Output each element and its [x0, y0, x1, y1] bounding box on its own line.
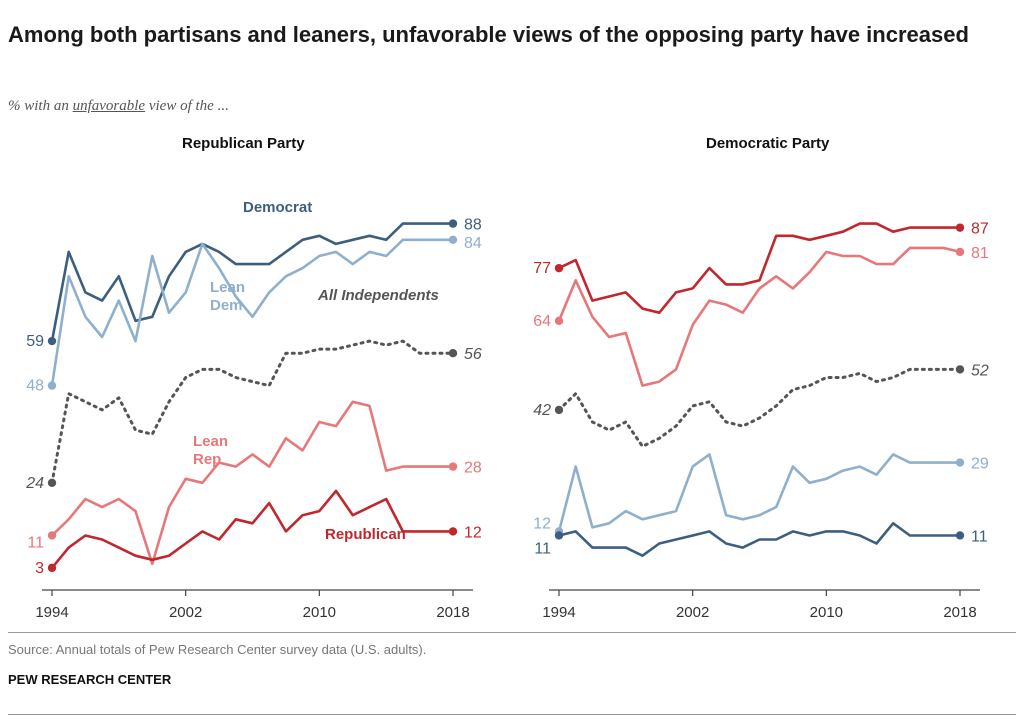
start-value-label: 77	[533, 260, 551, 277]
source-note: Source: Annual totals of Pew Research Ce…	[8, 642, 427, 657]
end-point	[448, 349, 458, 358]
series-line-lean-dem	[557, 453, 960, 532]
start-point	[554, 405, 564, 415]
start-value-label: 11	[27, 534, 44, 551]
end-point	[448, 219, 458, 228]
end-value-label: 12	[464, 524, 482, 541]
x-tick-label: 2010	[810, 604, 843, 621]
x-tick-label: 2018	[943, 604, 976, 621]
panel-title-republican-party: Republican Party	[182, 135, 305, 152]
end-value-label: 88	[464, 217, 482, 234]
x-tick-label: 2002	[676, 604, 709, 621]
start-value-label: 42	[533, 402, 551, 419]
start-point	[554, 316, 564, 325]
start-point	[47, 531, 57, 540]
subtitle-prefix: % with an	[8, 98, 73, 114]
start-point	[47, 336, 57, 346]
series-line-lean-rep	[51, 400, 453, 566]
end-point	[448, 527, 458, 536]
series-line-all-independents	[50, 339, 455, 485]
end-value-label: 52	[971, 362, 989, 379]
end-value-label: 56	[464, 346, 482, 363]
source-divider	[8, 632, 1016, 633]
series-name-label: Lean Dem	[210, 279, 245, 314]
series-line-lean-rep	[557, 246, 961, 387]
end-point	[955, 458, 965, 467]
start-value-label: 3	[35, 560, 44, 577]
series-line-democrat	[558, 522, 960, 557]
end-value-label: 87	[971, 221, 989, 238]
series-name-label: Republican	[325, 526, 406, 543]
start-value-label: 64	[533, 313, 551, 330]
start-point	[47, 381, 57, 390]
series-line-republican	[558, 222, 960, 314]
series-line-democrat	[50, 222, 453, 342]
end-point	[955, 223, 965, 232]
series-name-line: Rep	[193, 451, 221, 468]
end-value-label: 29	[971, 456, 989, 473]
panel-democratic-party: 1994 2002 2010 2018 77 87 64 81 42 52 12 29 11 11	[533, 221, 989, 621]
panel-title-democratic-party: Democratic Party	[706, 135, 830, 152]
end-value-label: 28	[464, 460, 482, 477]
start-point	[554, 531, 564, 540]
end-value-label: 11	[971, 528, 988, 545]
start-value-label: 12	[533, 515, 551, 532]
x-tick-label: 1994	[35, 604, 68, 621]
x-tick-label: 2002	[169, 604, 202, 621]
start-value-label: 59	[26, 333, 44, 350]
start-point	[47, 478, 57, 487]
chart-title: Among both partisans and leaners, unfavo…	[8, 22, 969, 47]
brand-label: PEW RESEARCH CENTER	[8, 672, 172, 687]
series-line-all-independents	[557, 367, 962, 448]
x-tick-label: 1994	[542, 604, 575, 621]
footer-divider	[8, 714, 1016, 715]
start-value-label: 24	[25, 475, 44, 492]
end-value-label: 84	[464, 235, 482, 252]
end-value-label: 81	[971, 245, 989, 262]
start-point	[47, 563, 57, 573]
subtitle-suffix: view of the ...	[145, 98, 229, 114]
series-name-line: Dem	[210, 297, 243, 314]
series-name-label: Democrat	[243, 199, 312, 216]
series-name-label: All Independents	[317, 287, 439, 304]
chart-subtitle: % with an unfavorable view of the ...	[8, 98, 229, 115]
series-line-lean-dem	[50, 238, 453, 386]
x-tick-label: 2018	[436, 604, 469, 621]
end-point	[955, 365, 965, 374]
series-name-line: Lean	[210, 279, 245, 296]
start-value-label: 48	[26, 378, 44, 395]
series-name-line: Lean	[193, 433, 228, 450]
series-line-republican	[50, 489, 453, 569]
end-point	[448, 462, 458, 471]
end-point	[448, 235, 458, 244]
end-point	[955, 531, 965, 540]
start-point	[554, 263, 564, 273]
start-value-label: 11	[534, 540, 551, 557]
subtitle-emphasis: unfavorable	[72, 98, 146, 114]
x-tick-label: 2010	[303, 604, 336, 621]
series-name-label: Lean Rep	[193, 433, 228, 468]
end-point	[955, 247, 965, 257]
